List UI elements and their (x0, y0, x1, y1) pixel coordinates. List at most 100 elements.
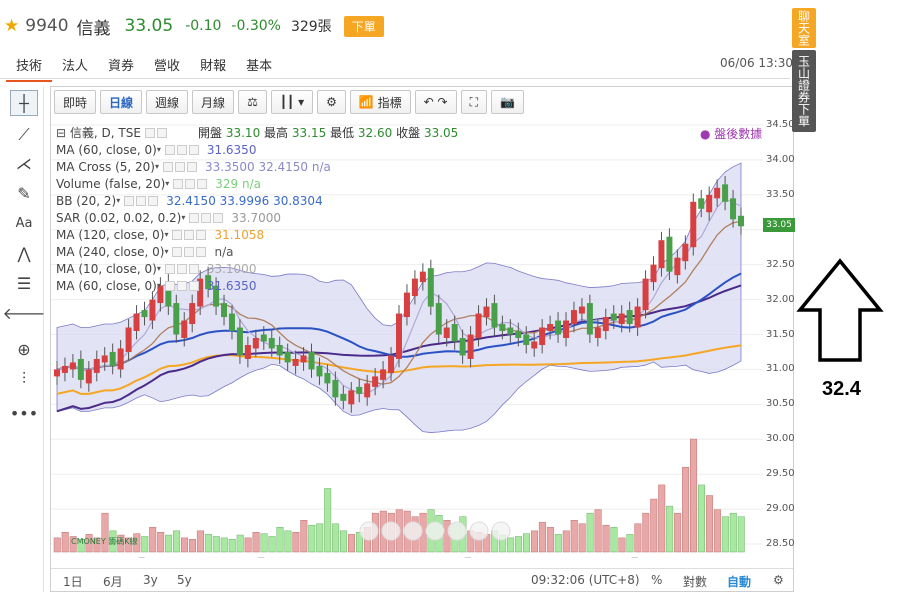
legend-row[interactable]: MA (120, close, 0) ▾ 31.1058 (56, 226, 331, 243)
legend-row[interactable]: MA (240, close, 0) ▾ n/a (56, 243, 331, 260)
intraday-button[interactable]: 即時 (54, 90, 97, 114)
log-toggle[interactable]: 對數 (683, 575, 708, 589)
chevron-down-icon[interactable]: ▾ (116, 196, 121, 205)
settings-gear-icon[interactable]: ⚙ (773, 573, 784, 587)
volume-bar (181, 537, 189, 553)
undo-redo-icon[interactable]: ↶ ↷ (414, 90, 457, 114)
legend-row-controls[interactable] (164, 263, 199, 274)
candle-body (372, 376, 379, 387)
range-5y-button[interactable]: 5y (177, 573, 192, 587)
range-1d-button[interactable]: 1日 (63, 575, 83, 589)
last-price: 33.05 (124, 16, 174, 36)
place-order-button[interactable]: 下單 (343, 15, 384, 37)
volume-bar (602, 524, 610, 553)
tab-basic[interactable]: 基本 (246, 59, 273, 74)
legend-row-controls[interactable] (172, 229, 207, 240)
legend-row[interactable]: BB (20, 2) ▾ 32.4150 33.9996 30.8304 (56, 192, 331, 209)
chevron-down-icon[interactable]: ▾ (156, 281, 161, 290)
fibonacci-icon[interactable]: ☰ (16, 273, 32, 293)
volume-bar (690, 438, 698, 553)
legend-row-value: 33.7000 (231, 210, 281, 225)
tab-margin[interactable]: 資券 (108, 59, 135, 74)
trade-volume: 329張 (290, 19, 332, 35)
candle-body (348, 390, 355, 405)
candle-type-icon[interactable]: ┃┃ ▾ (270, 90, 314, 114)
legend-row[interactable]: SAR (0.02, 0.02, 0.2) ▾ 33.7000 (56, 209, 331, 226)
chevron-down-icon[interactable]: ▾ (156, 145, 161, 154)
chevron-down-icon[interactable]: ▾ (164, 247, 169, 256)
legend-row[interactable]: Volume (false, 20) ▾ 329 n/a (56, 175, 331, 192)
zoom-icon[interactable]: ⊕ (17, 339, 31, 359)
range-3y-button[interactable]: 3y (143, 573, 158, 587)
percent-toggle[interactable]: % (651, 573, 663, 587)
chat-room-button[interactable]: 聊天室 (792, 8, 816, 48)
legend-row-controls[interactable] (163, 161, 197, 172)
x-axis-label: 四月 (453, 557, 473, 558)
legend-row-controls[interactable] (164, 144, 199, 155)
legend-row-controls[interactable] (172, 246, 207, 257)
crosshair-icon[interactable]: ┼ (10, 90, 38, 116)
tab-institutional[interactable]: 法人 (62, 59, 89, 74)
candle-body (555, 320, 562, 335)
tab-revenue[interactable]: 營收 (154, 59, 181, 74)
tab-financials[interactable]: 財報 (200, 59, 227, 74)
compare-icon[interactable]: ⚖ (238, 90, 267, 114)
fork-line-icon[interactable]: ⋌ (16, 153, 32, 173)
settings-gear-icon[interactable]: ⚙ (317, 90, 346, 114)
legend-row-value: 33.3500 32.4150 n/a (205, 159, 331, 174)
chevron-down-icon[interactable]: ▾ (181, 213, 186, 222)
pattern-icon[interactable]: ⋀ (17, 243, 31, 263)
trend-line-icon[interactable]: ⟋ (18, 125, 30, 144)
chevron-down-icon[interactable]: ▾ (154, 162, 159, 171)
brush-icon[interactable]: ✎ (17, 183, 31, 203)
monthly-button[interactable]: 月線 (192, 90, 235, 114)
collapse-icon[interactable]: ⊟ (56, 125, 70, 140)
legend-symbol: 信義, D, TSE (69, 126, 141, 140)
text-tool-icon[interactable]: Aa (15, 215, 33, 231)
measure-icon[interactable]: ⫶ (21, 369, 26, 388)
after-hours-link[interactable]: ● 盤後數據 (700, 127, 763, 141)
candle-body (547, 324, 554, 332)
volume-bar (340, 530, 348, 553)
price-tick-label: 32.50 (766, 258, 795, 270)
favorite-star-icon[interactable]: ★ (4, 16, 20, 36)
candle-body (730, 198, 737, 220)
auto-scale-toggle[interactable]: 自動 (727, 575, 752, 589)
legend-row[interactable]: MA (60, close, 0) ▾ 31.6350 (56, 141, 331, 158)
legend-row-controls[interactable] (124, 195, 159, 206)
fullscreen-icon[interactable]: ⛶ (460, 90, 488, 114)
broker-order-button[interactable]: 玉山證券下單 (792, 50, 816, 132)
candle-body (149, 299, 156, 321)
daily-button[interactable]: 日線 (100, 90, 143, 114)
candle-body (54, 369, 60, 377)
more-icon[interactable]: ••• (9, 403, 39, 423)
legend-row[interactable]: MA Cross (5, 20) ▾ 33.3500 32.4150 n/a (56, 158, 331, 175)
legend-row-controls[interactable] (164, 280, 199, 291)
legend-controls[interactable] (144, 127, 167, 138)
chevron-down-icon[interactable]: ▾ (156, 264, 161, 273)
volume-bar (316, 523, 324, 553)
indicators-button[interactable]: 📶 指標 (349, 90, 411, 114)
arrow-left-icon[interactable]: 🡐 (2, 304, 46, 323)
volume-bar (157, 531, 165, 553)
snapshot-camera-icon[interactable]: 📷 (491, 90, 524, 114)
tab-technical[interactable]: 技術 (6, 52, 53, 82)
chevron-down-icon[interactable]: ▾ (164, 230, 169, 239)
candle-body (396, 313, 402, 359)
legend-row-controls[interactable] (173, 178, 208, 189)
ma120-line (56, 344, 742, 395)
volume-bar (594, 509, 602, 553)
price-chart[interactable]: 二月三月14四月15五月14六月CMONEY 籌碼K線 (51, 118, 763, 558)
legend-row-controls[interactable] (189, 212, 224, 223)
price-change: -0.10 (185, 18, 222, 34)
chevron-down-icon[interactable]: ▾ (165, 179, 170, 188)
candle-body (284, 351, 291, 363)
candle-body (213, 285, 220, 307)
price-change-pct: -0.30% (231, 18, 281, 34)
legend-row-value: 329 n/a (215, 176, 262, 191)
legend-row[interactable]: MA (10, close, 0) ▾ 33.1000 (56, 260, 331, 277)
candle-body (205, 275, 212, 290)
weekly-button[interactable]: 週線 (146, 90, 189, 114)
legend-row[interactable]: MA (60, close, 0) ▾ 31.6350 (56, 277, 331, 294)
range-6m-button[interactable]: 6月 (103, 575, 123, 589)
